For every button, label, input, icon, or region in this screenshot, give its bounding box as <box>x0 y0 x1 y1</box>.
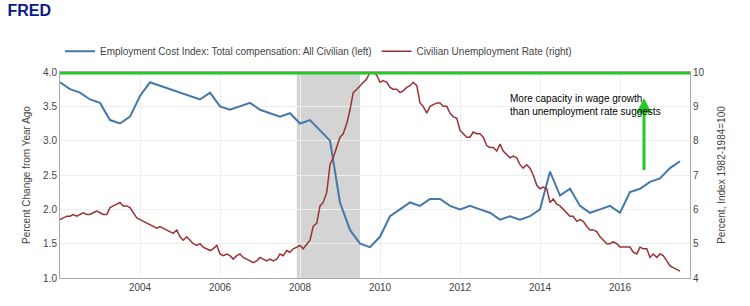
svg-text:5: 5 <box>693 238 699 249</box>
svg-text:2.5: 2.5 <box>43 170 57 181</box>
svg-text:2010: 2010 <box>369 282 392 293</box>
svg-text:Percent, Index 1982-1984=100: Percent, Index 1982-1984=100 <box>716 106 727 244</box>
svg-text:9: 9 <box>693 101 699 112</box>
svg-text:4: 4 <box>693 273 699 284</box>
svg-text:3.5: 3.5 <box>43 101 57 112</box>
svg-text:3.0: 3.0 <box>43 135 57 146</box>
svg-text:2012: 2012 <box>449 282 472 293</box>
svg-text:4.0: 4.0 <box>43 67 57 78</box>
svg-text:10: 10 <box>693 67 705 78</box>
svg-text:6: 6 <box>693 204 699 215</box>
svg-text:2004: 2004 <box>129 282 152 293</box>
svg-text:2016: 2016 <box>609 282 632 293</box>
svg-text:1.5: 1.5 <box>43 238 57 249</box>
svg-text:8: 8 <box>693 135 699 146</box>
svg-text:2008: 2008 <box>289 282 312 293</box>
svg-text:2.0: 2.0 <box>43 204 57 215</box>
svg-text:2014: 2014 <box>529 282 552 293</box>
svg-text:Employment Cost Index: Total c: Employment Cost Index: Total compensatio… <box>100 46 372 57</box>
svg-text:More capacity in wage growthth: More capacity in wage growththan unemplo… <box>510 93 661 117</box>
svg-text:7: 7 <box>693 170 699 181</box>
svg-text:2006: 2006 <box>209 282 232 293</box>
svg-text:Percent Change from Year Ago: Percent Change from Year Ago <box>21 106 32 244</box>
svg-text:Civilian Unemployment Rate (ri: Civilian Unemployment Rate (right) <box>417 46 572 57</box>
svg-text:1.0: 1.0 <box>43 273 57 284</box>
svg-text:FRED: FRED <box>8 2 52 19</box>
